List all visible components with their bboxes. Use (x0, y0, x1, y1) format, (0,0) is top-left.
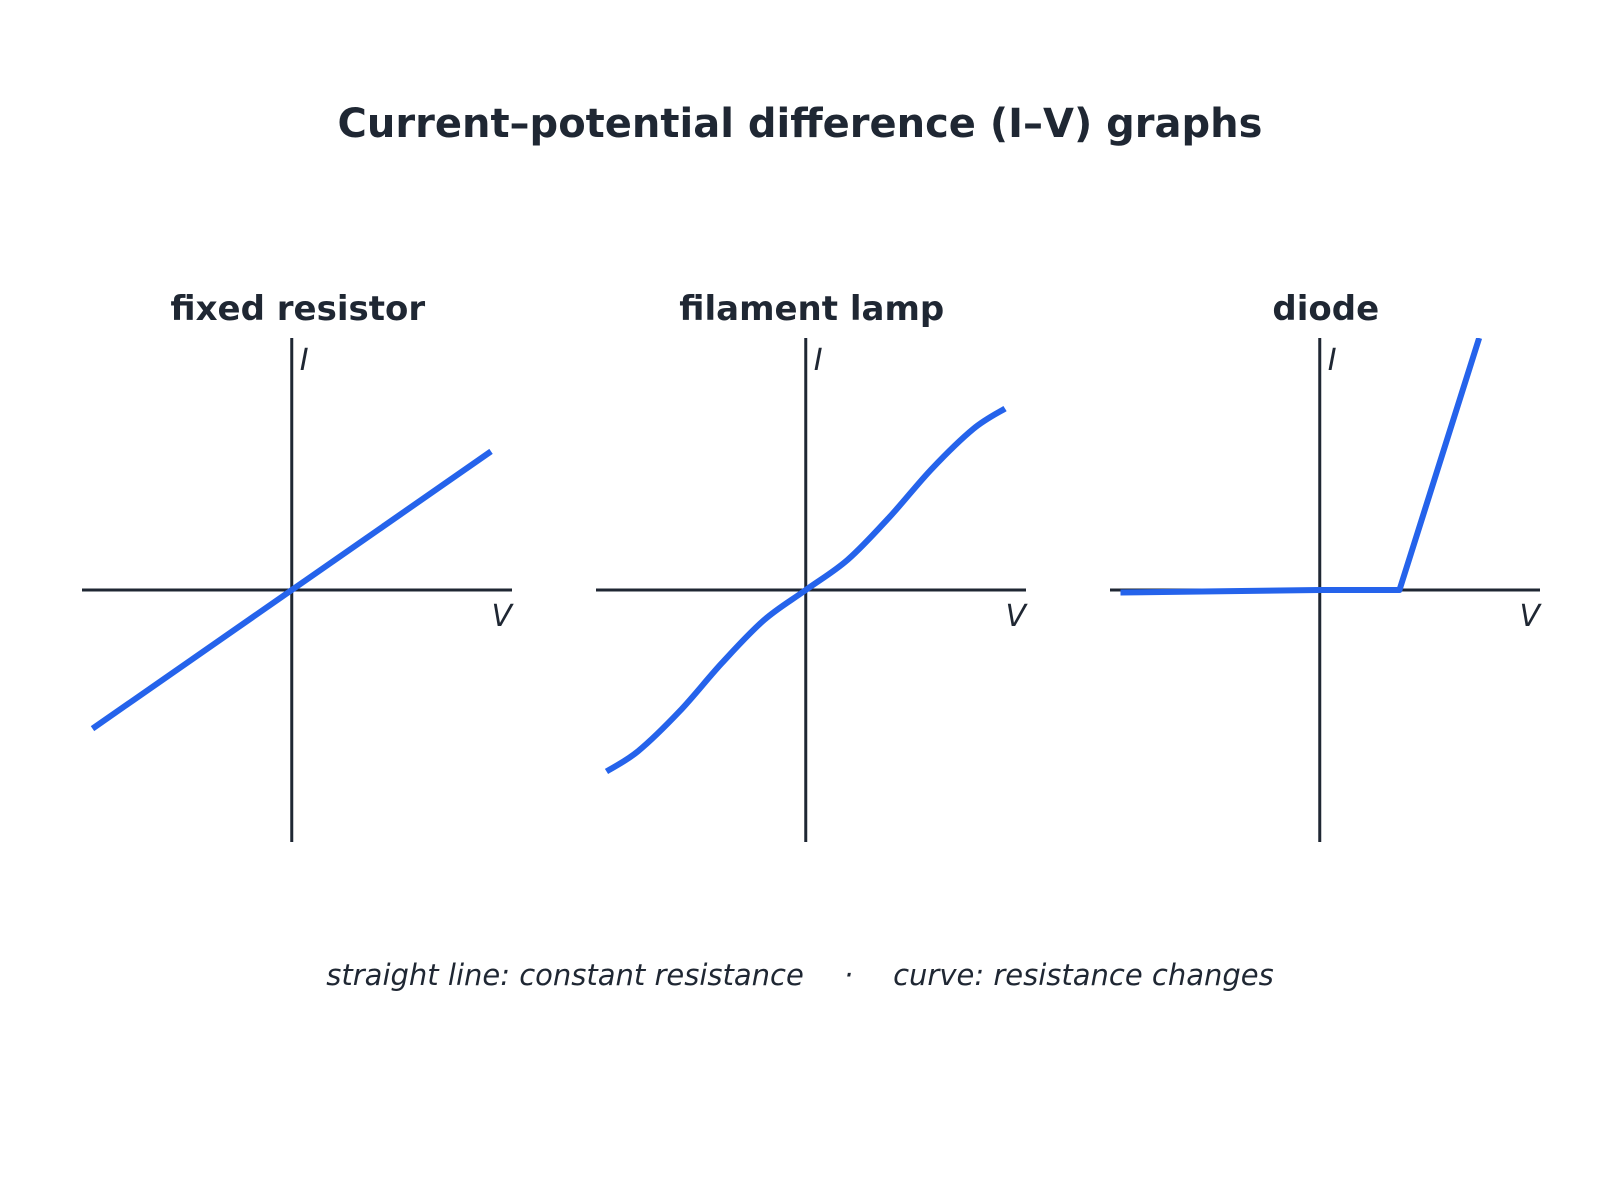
panel-title-diode: diode (1272, 289, 1379, 329)
caption-left: straight line: constant resistance (326, 958, 804, 992)
caption-right: curve: resistance changes (893, 958, 1274, 992)
iv-curve-diode (1120, 338, 1483, 596)
panel-title-filament-lamp: filament lamp (679, 289, 944, 329)
caption-separator: · (843, 958, 854, 992)
panel-title-fixed-resistor: fixed resistor (170, 289, 425, 329)
page-title: Current–potential difference (I–V) graph… (337, 101, 1263, 147)
x-axis-label-filament-lamp: V (1005, 599, 1028, 634)
y-axis-label-fixed-resistor: I (300, 343, 309, 378)
caption: straight line: constant resistance · curve… (0, 958, 1600, 992)
x-axis-label-fixed-resistor: V (491, 599, 514, 634)
y-axis-label-filament-lamp: I (814, 343, 823, 378)
iv-curve-filament-lamp (604, 405, 1007, 775)
y-axis-label-diode: I (1328, 343, 1337, 378)
x-axis-label-diode: V (1519, 599, 1542, 634)
iv-curve-fixed-resistor (90, 448, 493, 732)
